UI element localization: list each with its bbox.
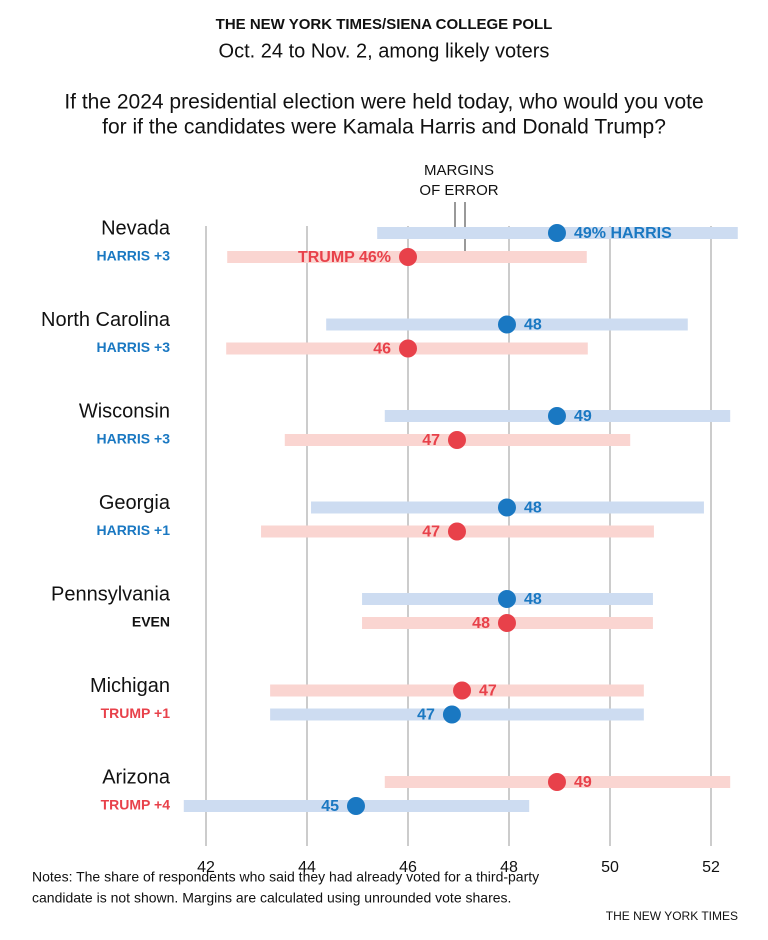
dot [346,797,365,815]
value-label: 49% HARRIS [574,225,672,242]
dot [497,498,516,517]
x-tick-label: 48 [500,859,518,876]
dot [547,224,566,242]
margin-label: EVEN [132,614,170,630]
x-tick-label: 46 [399,859,417,876]
value-label: 46 [373,341,391,358]
value-label: 45 [321,798,339,815]
dot [399,248,417,266]
state-label: Wisconsin [79,400,170,422]
state-label: Nevada [101,217,171,239]
x-tick-label: 52 [702,859,720,876]
value-label: TRUMP 46% [298,249,391,266]
margin-label: HARRIS +1 [96,522,170,538]
question: for if the candidates were Kamala Harris… [102,116,666,139]
dot [547,773,566,791]
annotation: MARGINS [424,162,494,179]
dot [447,431,466,449]
margin-label: HARRIS +3 [96,431,170,447]
margin-label: HARRIS +3 [96,339,170,355]
question: If the 2024 presidential election were h… [64,91,703,114]
state-label: Pennsylvania [51,583,171,605]
value-label: 47 [422,432,440,449]
value-label: 47 [422,524,440,541]
state-label: Georgia [99,492,171,514]
value-label: 48 [524,500,542,517]
state-label: Arizona [102,766,171,788]
value-label: 48 [472,615,490,632]
dot [442,705,461,724]
dot [447,522,466,541]
state-label: North Carolina [41,309,171,331]
value-label: 47 [479,683,497,700]
margin-label: TRUMP +4 [101,797,171,813]
value-label: 49 [574,408,592,425]
value-label: 48 [524,317,542,334]
notes: candidate is not shown. Margins are calc… [32,890,511,906]
dot [399,339,417,358]
chart-subtitle: Oct. 24 to Nov. 2, among likely voters [219,40,550,62]
value-label: 48 [524,591,542,608]
annotation: OF ERROR [419,182,498,199]
margin-label: HARRIS +3 [96,248,170,264]
value-label: 47 [417,707,435,724]
dot [497,590,516,608]
x-tick-label: 50 [601,859,619,876]
margin-label: TRUMP +1 [101,705,171,721]
dot [547,407,566,425]
dot [497,315,516,334]
notes: Notes: The share of respondents who said… [32,869,539,885]
dot [497,614,516,632]
x-tick-label: 42 [197,859,215,876]
dot [453,681,472,700]
value-label: 49 [574,774,592,791]
chart-title: THE NEW YORK TIMES/SIENA COLLEGE POLL [216,16,553,33]
x-tick-label: 44 [298,859,316,876]
source: THE NEW YORK TIMES [606,909,738,923]
state-label: Michigan [90,675,170,697]
